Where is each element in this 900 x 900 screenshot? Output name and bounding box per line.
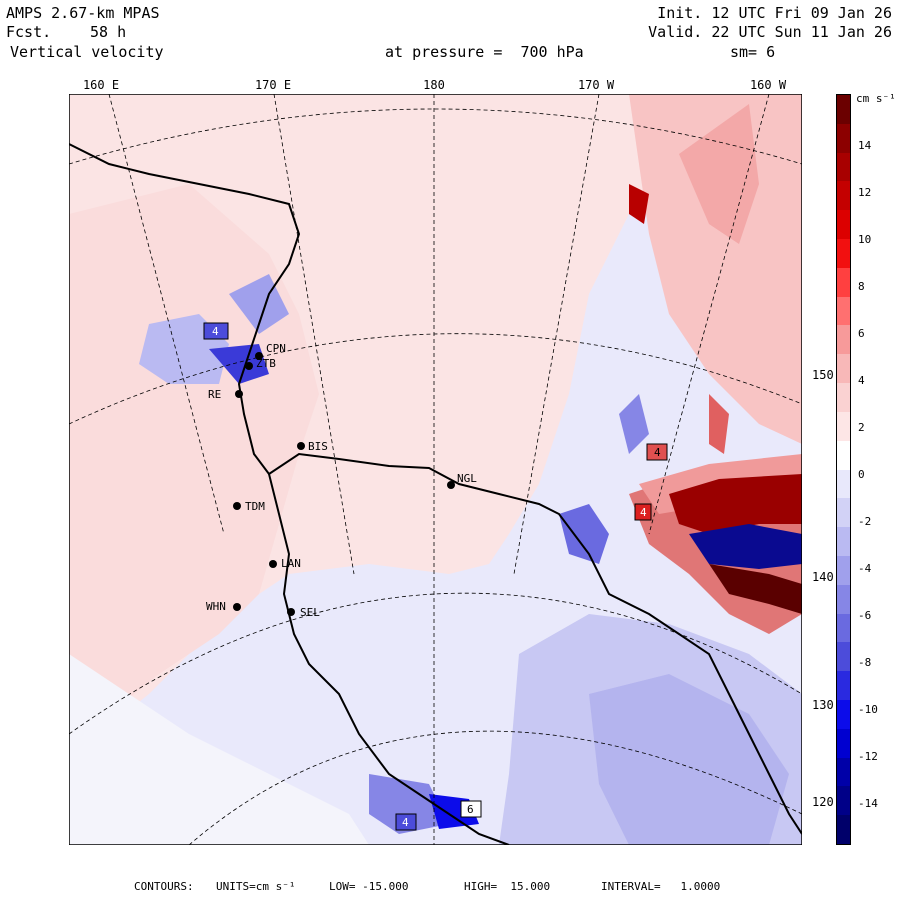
colorbar-tick-label: -12 bbox=[858, 750, 878, 763]
downdraft-cell bbox=[559, 504, 609, 564]
station-label: ZTB bbox=[256, 357, 276, 370]
colorbar-swatch bbox=[837, 613, 850, 643]
colorbar-swatch bbox=[837, 584, 850, 615]
colorbar-tick-label: -10 bbox=[858, 703, 878, 716]
boxed-value: 6 bbox=[467, 803, 474, 816]
valid-time: Valid. 22 UTC Sun 11 Jan 26 bbox=[648, 23, 892, 41]
colorbar-swatch bbox=[837, 699, 850, 730]
colorbar-tick-label: 2 bbox=[858, 421, 865, 434]
downdraft-cell bbox=[209, 344, 269, 384]
station-label: WHN bbox=[206, 600, 226, 613]
model-title: AMPS 2.67-km MPAS bbox=[6, 4, 160, 22]
lon-label: 180 bbox=[423, 78, 445, 92]
station-label: NGL bbox=[457, 472, 477, 485]
updraft-cell bbox=[629, 184, 649, 224]
updraft-core bbox=[669, 474, 802, 534]
blue-region bbox=[589, 674, 789, 845]
vertical-velocity-map bbox=[69, 94, 802, 845]
updraft-cell bbox=[709, 394, 729, 454]
boxed-value: 4 bbox=[212, 325, 219, 338]
init-time: Init. 12 UTC Fri 09 Jan 26 bbox=[657, 4, 892, 22]
colorbar-tick-label: -2 bbox=[858, 515, 872, 528]
colorbar-tick-label: -6 bbox=[858, 609, 872, 622]
footer-units: UNITS=cm s⁻¹ bbox=[216, 880, 296, 893]
station-label: CPN bbox=[266, 342, 286, 355]
colorbar-swatch bbox=[837, 95, 850, 125]
pressure-level: at pressure = 700 hPa bbox=[385, 43, 584, 61]
smoothing-value: sm= 6 bbox=[730, 43, 776, 61]
colorbar-swatch bbox=[837, 527, 850, 557]
colorbar-tick-label: 6 bbox=[858, 327, 865, 340]
forecast-hours: 58 h bbox=[90, 23, 127, 41]
colorbar-tick-label: 14 bbox=[858, 139, 872, 152]
variable-name: Vertical velocity bbox=[10, 43, 164, 61]
colorbar-swatch bbox=[837, 498, 850, 528]
footer-high: HIGH= 15.000 bbox=[464, 880, 551, 893]
colorbar-swatch bbox=[837, 152, 850, 182]
colorbar-swatch bbox=[837, 296, 850, 326]
boxed-value: 4 bbox=[402, 816, 409, 829]
colorbar-swatch bbox=[837, 181, 850, 211]
lon-label: 160 E bbox=[82, 78, 120, 92]
boxed-values bbox=[203, 322, 668, 831]
colorbar-tick-label: 12 bbox=[858, 186, 872, 199]
colorbar-swatch bbox=[837, 239, 850, 269]
pink-region bbox=[679, 104, 759, 244]
colorbar-swatch bbox=[837, 555, 850, 586]
colorbar-swatch bbox=[837, 325, 850, 355]
colorbar-tick-label: 8 bbox=[858, 280, 865, 293]
colorbar-swatch bbox=[837, 123, 850, 154]
pale-region bbox=[69, 654, 369, 845]
station-label: LAN bbox=[281, 557, 301, 570]
graticule bbox=[69, 94, 802, 845]
colorbar-tick-label: -8 bbox=[858, 656, 872, 669]
colorbar-tick-label: 0 bbox=[858, 468, 865, 481]
lon-label: 160 W bbox=[749, 78, 787, 92]
coastline bbox=[69, 143, 802, 835]
colorbar-tick-label: 10 bbox=[858, 233, 872, 246]
footer-interval: INTERVAL= 1.0000 bbox=[601, 880, 721, 893]
station-label: TDM bbox=[245, 500, 265, 513]
station-label: RE bbox=[208, 388, 222, 401]
colorbar-swatch bbox=[837, 383, 850, 413]
footer-contours: CONTOURS: bbox=[134, 880, 194, 893]
lon-label: 170 E bbox=[254, 78, 292, 92]
colorbar-swatch bbox=[837, 815, 850, 845]
boxed-value: 4 bbox=[654, 446, 661, 459]
pink-region bbox=[629, 94, 802, 444]
colorbar-units: cm s⁻¹ bbox=[856, 92, 896, 105]
colorbar-swatch bbox=[837, 757, 850, 787]
colorbar-swatch bbox=[837, 671, 850, 701]
downdraft-core bbox=[689, 524, 802, 569]
downdraft-cell bbox=[229, 274, 289, 334]
colorbar-swatch bbox=[837, 786, 850, 816]
colorbar-tick-label: -4 bbox=[858, 562, 872, 575]
footer-low: LOW= -15.000 bbox=[329, 880, 409, 893]
colorbar bbox=[836, 94, 851, 845]
station-markers bbox=[233, 352, 455, 616]
station-label: BIS bbox=[308, 440, 328, 453]
colorbar-swatch bbox=[837, 642, 850, 672]
lon-label: 170 W bbox=[577, 78, 615, 92]
colorbar-tick-label: 4 bbox=[858, 374, 865, 387]
colorbar-swatch bbox=[837, 411, 850, 442]
updraft-core bbox=[709, 564, 802, 614]
colorbar-swatch bbox=[837, 267, 850, 298]
colorbar-tick-label: -14 bbox=[858, 797, 878, 810]
downdraft-cell bbox=[619, 394, 649, 454]
boxed-value: 4 bbox=[640, 506, 647, 519]
station-label: SEL bbox=[300, 606, 320, 619]
downdraft-cell bbox=[369, 774, 449, 834]
colorbar-swatch bbox=[837, 210, 850, 240]
coastline bbox=[268, 473, 510, 845]
colorbar-swatch bbox=[837, 728, 850, 759]
colorbar-swatch bbox=[837, 440, 850, 470]
colorbar-swatch bbox=[837, 354, 850, 384]
colorbar-swatch bbox=[837, 469, 850, 499]
forecast-label: Fcst. bbox=[6, 23, 52, 41]
